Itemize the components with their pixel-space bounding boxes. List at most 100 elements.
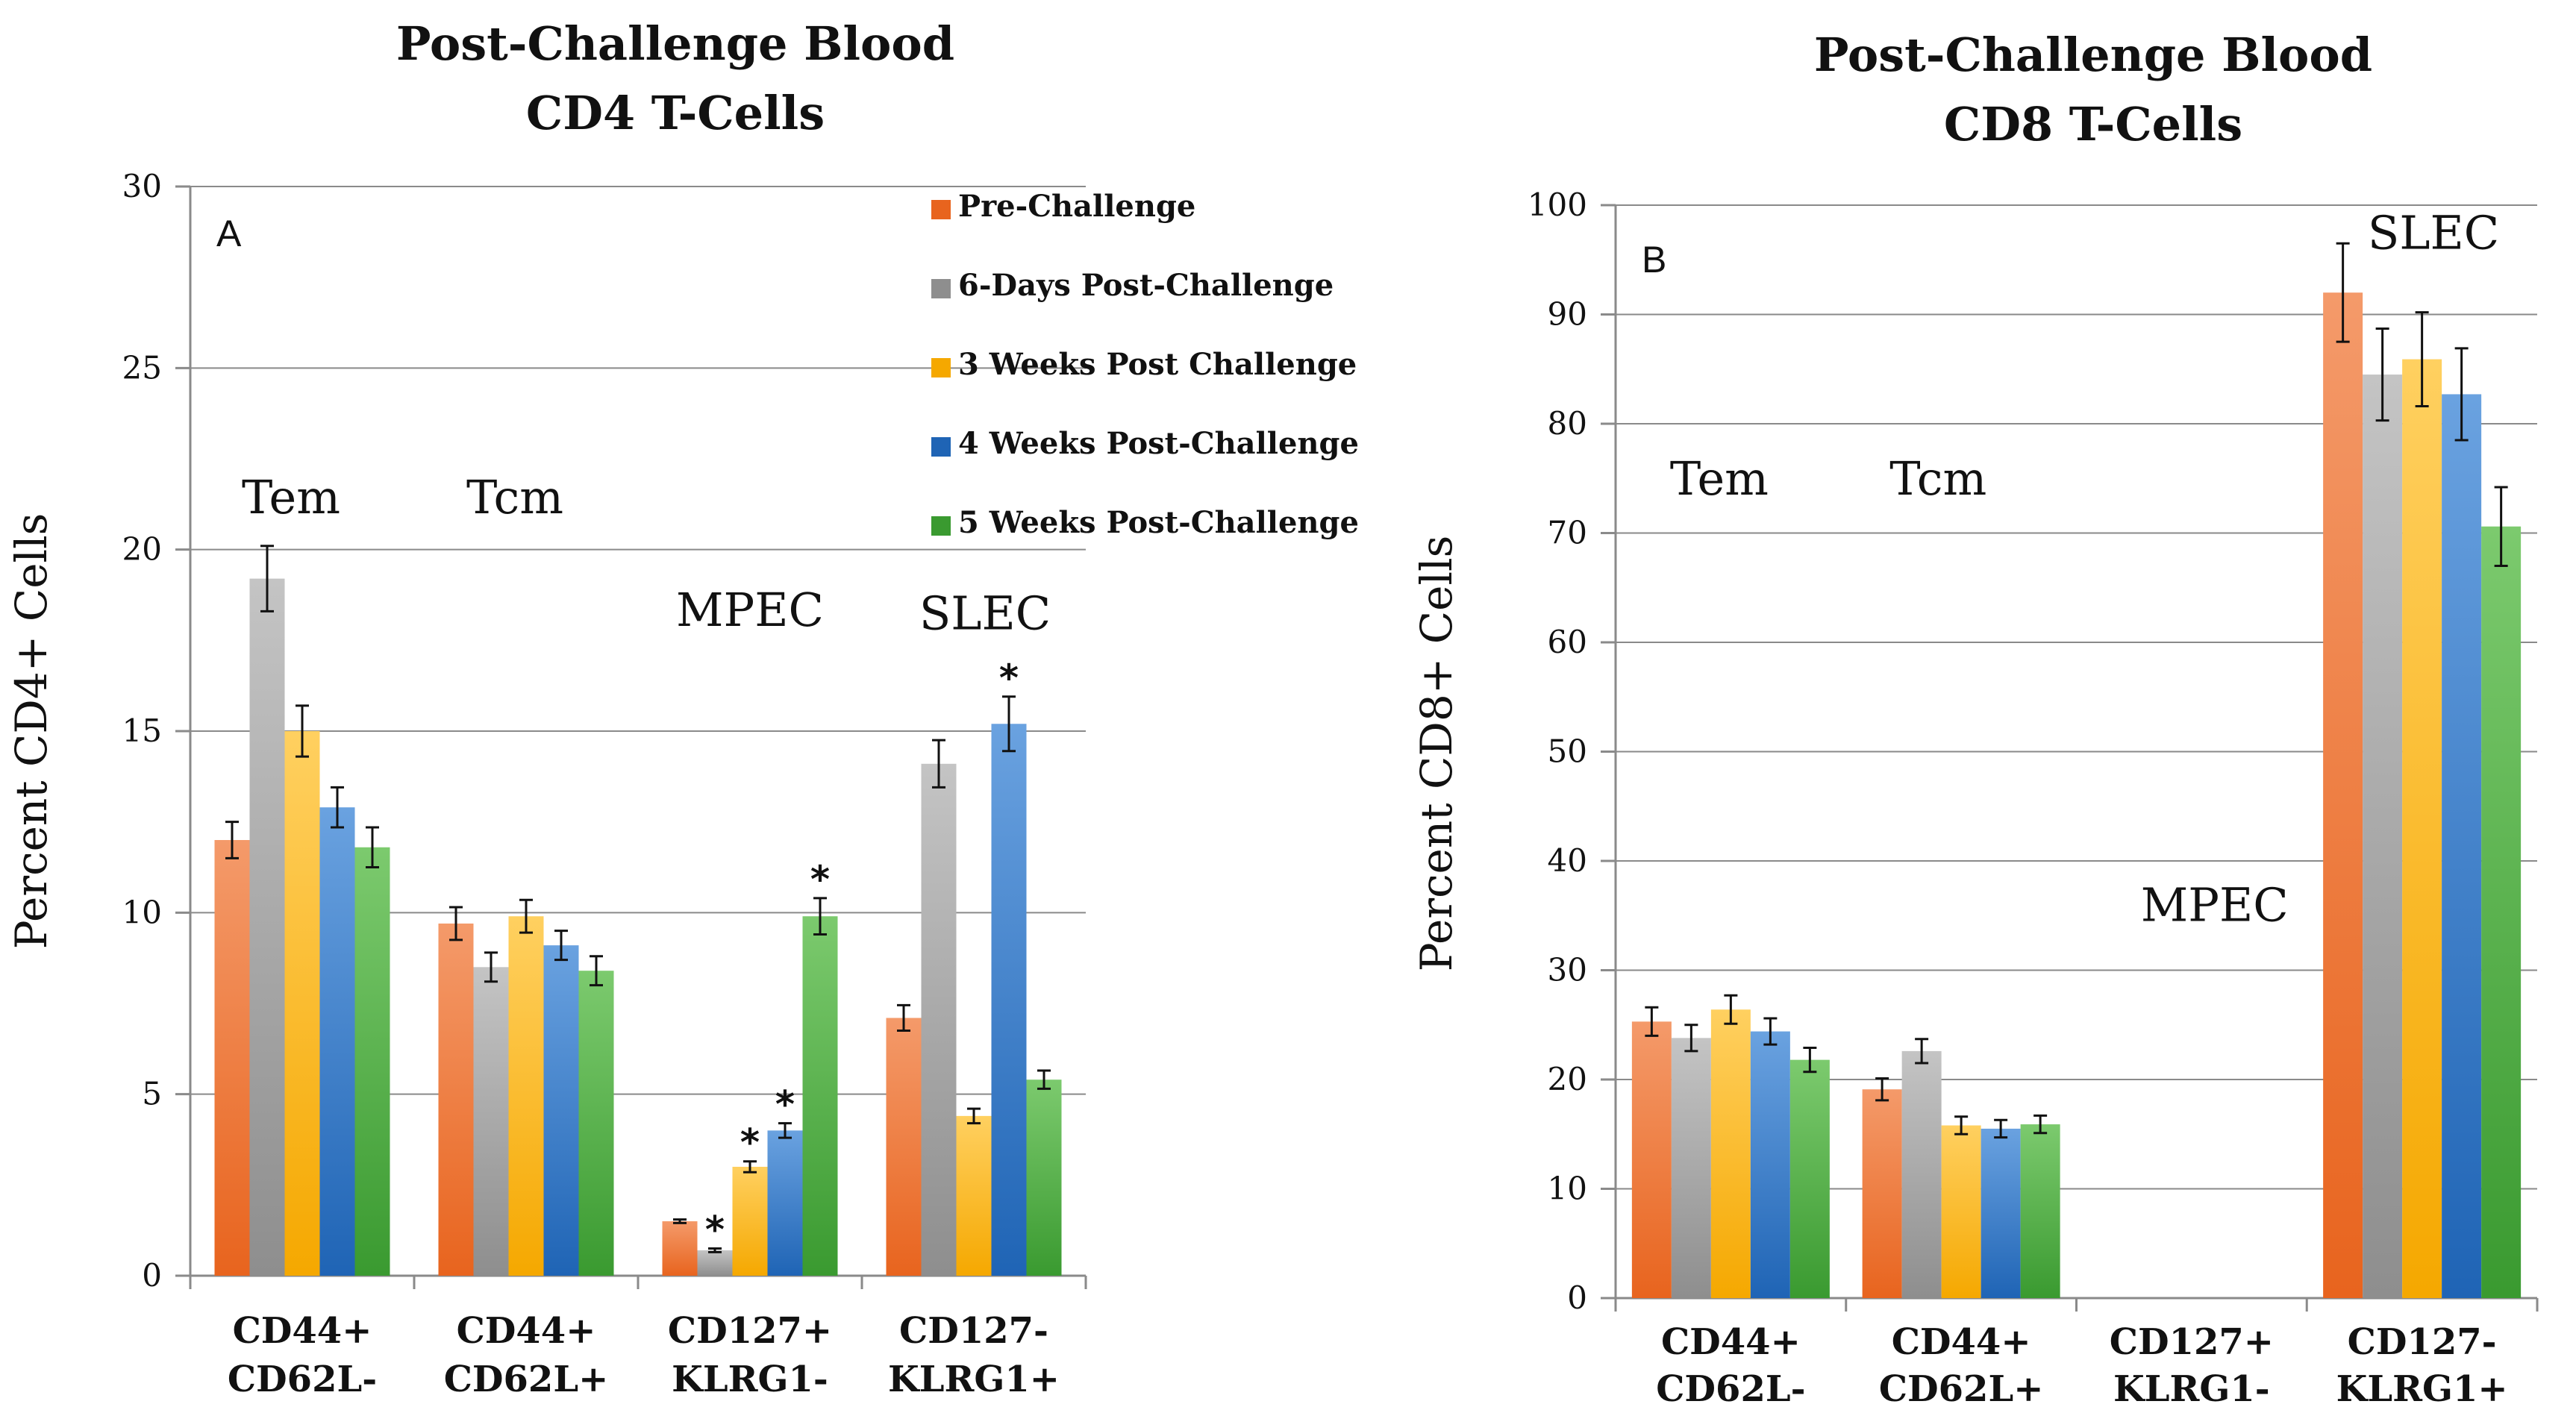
bar bbox=[2323, 292, 2363, 1299]
bar bbox=[438, 923, 474, 1276]
x-category-label: CD62L+ bbox=[1879, 1368, 2044, 1410]
significance-star: * bbox=[705, 1209, 725, 1252]
x-category-label: KLRG1- bbox=[672, 1359, 828, 1400]
chart-title-line: Post-Challenge Blood bbox=[1814, 28, 2372, 82]
bar bbox=[2402, 359, 2442, 1299]
y-tick-label: 90 bbox=[1548, 296, 1587, 333]
bar bbox=[1981, 1128, 2021, 1298]
bar bbox=[319, 807, 355, 1276]
y-tick-label: 20 bbox=[1548, 1061, 1587, 1097]
legend-label: 3 Weeks Post Challenge bbox=[958, 347, 1357, 382]
y-tick-label: 10 bbox=[122, 894, 162, 930]
bar bbox=[2020, 1124, 2060, 1298]
bar bbox=[249, 578, 285, 1276]
y-tick-label: 15 bbox=[122, 712, 162, 749]
bar bbox=[354, 847, 390, 1276]
y-tick-label: 10 bbox=[1548, 1171, 1587, 1207]
x-category-label: KLRG1+ bbox=[888, 1359, 1060, 1400]
bar bbox=[1671, 1038, 1711, 1298]
y-tick-label: 5 bbox=[142, 1076, 162, 1112]
significance-star: * bbox=[810, 858, 830, 901]
x-category-label: CD62L+ bbox=[444, 1359, 609, 1400]
bar bbox=[886, 1018, 922, 1276]
bar bbox=[662, 1221, 698, 1276]
x-category-label: KLRG1+ bbox=[2336, 1368, 2508, 1410]
x-category-label: CD127- bbox=[2348, 1321, 2497, 1363]
legend-swatch bbox=[931, 437, 951, 457]
legend-label: Pre-Challenge bbox=[958, 189, 1195, 224]
x-category-label: CD44+ bbox=[1892, 1321, 2031, 1363]
y-tick-label: 100 bbox=[1528, 187, 1587, 223]
significance-star: * bbox=[999, 657, 1019, 700]
y-tick-label: 20 bbox=[122, 531, 162, 568]
legend-label: 5 Weeks Post-Challenge bbox=[958, 505, 1359, 540]
x-category-label: CD127- bbox=[899, 1310, 1048, 1352]
y-tick-label: 30 bbox=[122, 168, 162, 204]
significance-star: * bbox=[740, 1121, 760, 1165]
group-annotation: Tem bbox=[1670, 451, 1769, 506]
bar bbox=[508, 916, 544, 1276]
bar bbox=[1789, 1059, 1830, 1298]
legend: Pre-Challenge 6-Days Post-Challenge 3 Week… bbox=[931, 189, 1359, 540]
y-tick-label: 25 bbox=[122, 349, 162, 386]
legend-swatch bbox=[931, 358, 951, 377]
bar bbox=[732, 1167, 768, 1276]
legend-swatch bbox=[931, 516, 951, 536]
bar bbox=[921, 763, 957, 1276]
bar bbox=[1026, 1080, 1062, 1276]
bar bbox=[1941, 1125, 1981, 1298]
bar bbox=[767, 1130, 803, 1276]
x-category-label: CD127+ bbox=[2110, 1321, 2274, 1363]
group-annotation: Tcm bbox=[466, 470, 563, 524]
bar bbox=[284, 731, 320, 1276]
legend-label: 6-Days Post-Challenge bbox=[958, 268, 1334, 303]
bar bbox=[1750, 1031, 1790, 1298]
group-annotation: SLEC bbox=[919, 586, 1051, 641]
bar bbox=[543, 945, 579, 1276]
bar bbox=[1631, 1021, 1672, 1298]
x-category-label: CD62L- bbox=[228, 1359, 377, 1400]
panel-label: A bbox=[216, 213, 242, 254]
bar bbox=[214, 840, 250, 1276]
panel-label: B bbox=[1642, 239, 1666, 281]
bar bbox=[2442, 394, 2482, 1298]
bar bbox=[991, 724, 1027, 1276]
legend-swatch bbox=[931, 200, 951, 219]
x-category-label: KLRG1- bbox=[2113, 1368, 2270, 1410]
chart-title-line: CD8 T-Cells bbox=[1944, 97, 2242, 151]
y-tick-label: 70 bbox=[1548, 515, 1587, 551]
chart-panel-A: Post-Challenge Blood CD4 T-Cells 0 5 10 15 20 2… bbox=[6, 16, 1359, 1400]
y-tick-label: 0 bbox=[1567, 1279, 1587, 1316]
group-annotation: Tem bbox=[242, 470, 340, 524]
bar bbox=[2363, 375, 2403, 1299]
chart-panel-B: Post-Challenge Blood CD8 T-Cells 0 10 20 30 40… bbox=[1411, 28, 2539, 1410]
x-category-label: CD127+ bbox=[668, 1310, 832, 1352]
y-tick-label: 40 bbox=[1548, 842, 1587, 879]
bar bbox=[956, 1115, 992, 1276]
bar bbox=[578, 971, 614, 1276]
x-category-label: CD62L- bbox=[1656, 1368, 1805, 1410]
bar bbox=[1862, 1089, 1902, 1298]
y-tick-label: 50 bbox=[1548, 733, 1587, 770]
bar bbox=[697, 1250, 733, 1276]
legend-label: 4 Weeks Post-Challenge bbox=[958, 426, 1359, 461]
bar bbox=[802, 916, 838, 1276]
bar bbox=[1710, 1009, 1751, 1298]
group-annotation: MPEC bbox=[676, 583, 824, 637]
bar bbox=[1901, 1050, 1942, 1298]
y-tick-label: 80 bbox=[1548, 405, 1587, 442]
y-axis-label: Percent CD4+ Cells bbox=[6, 513, 57, 950]
x-category-label: CD44+ bbox=[233, 1310, 372, 1352]
y-tick-label: 30 bbox=[1548, 952, 1587, 988]
x-category-label: CD44+ bbox=[1661, 1321, 1801, 1363]
group-annotation: SLEC bbox=[2368, 206, 2499, 260]
y-tick-label: 60 bbox=[1548, 624, 1587, 660]
group-annotation: Tcm bbox=[1889, 451, 1986, 506]
group-annotation: MPEC bbox=[2141, 878, 2289, 933]
chart-title-line: CD4 T-Cells bbox=[526, 86, 825, 140]
legend-swatch bbox=[931, 279, 951, 298]
y-axis-label: Percent CD8+ Cells bbox=[1411, 536, 1462, 972]
bar bbox=[473, 967, 509, 1276]
x-category-label: CD44+ bbox=[457, 1310, 596, 1352]
